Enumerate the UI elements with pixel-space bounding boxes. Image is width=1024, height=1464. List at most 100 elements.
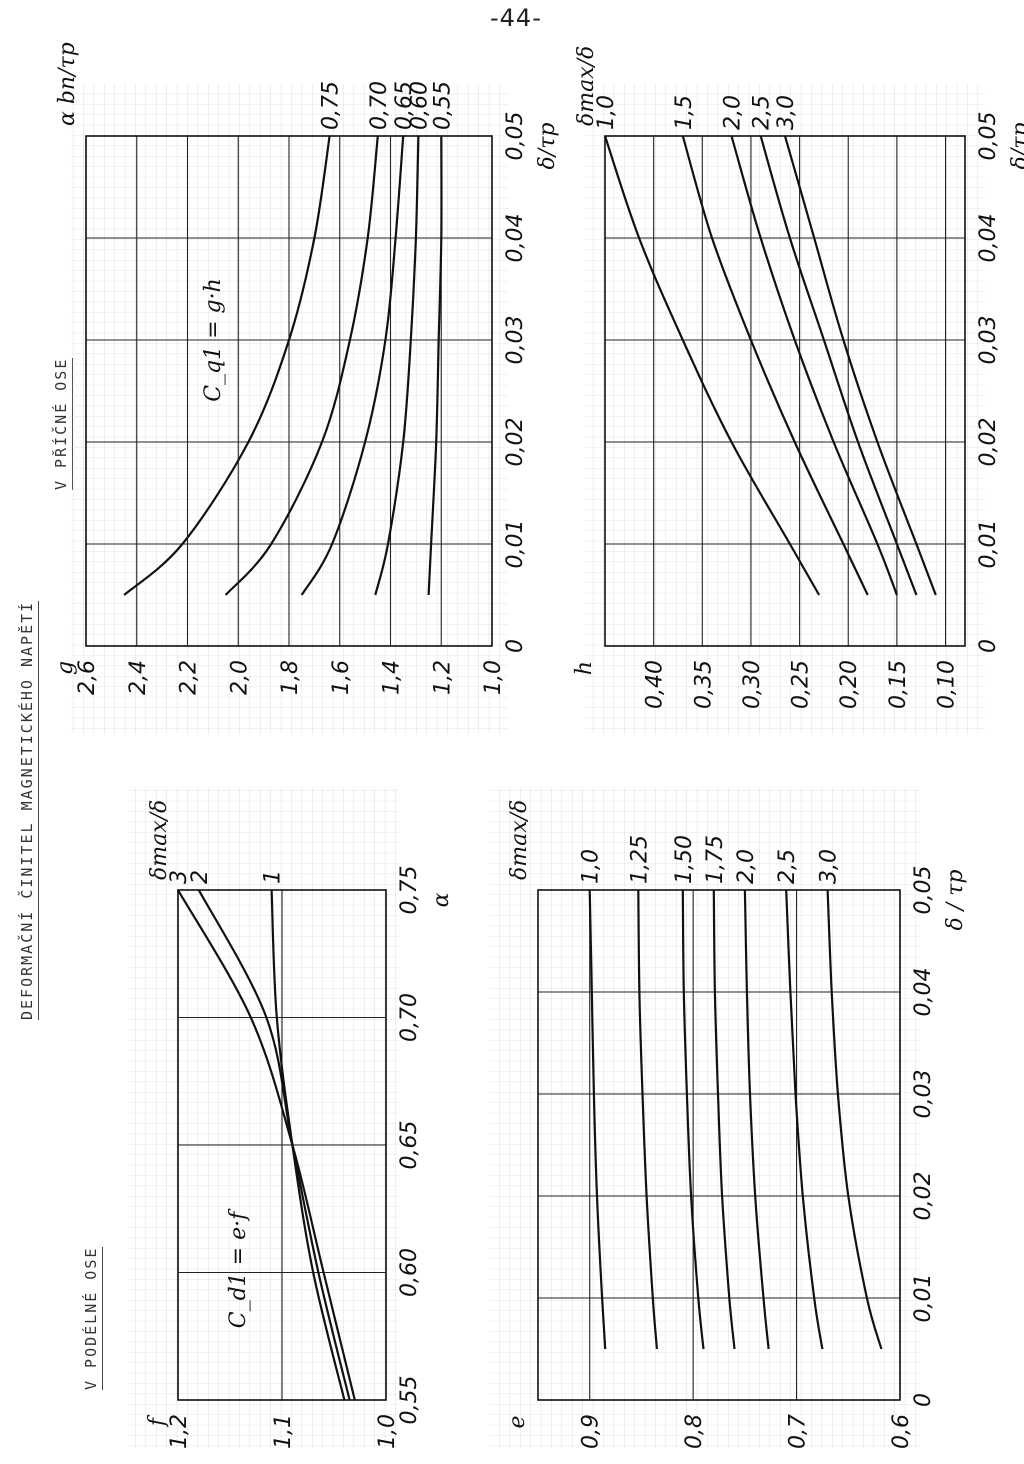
h-vs-delta-x-tick-label: 0 [976, 639, 1001, 653]
h-vs-delta-series-name-1: 1,5 [672, 95, 697, 130]
h-vs-delta-x-tick-label: 0,04 [976, 214, 1001, 263]
g-vs-delta-series-line-1 [224, 135, 379, 596]
h-vs-delta-series-line-2 [730, 135, 898, 596]
h-vs-delta-y-axis-label: h [572, 661, 597, 675]
e-vs-delta-y-axis-label: e [505, 1415, 530, 1428]
g-vs-delta-y-tick-label: 1,6 [329, 660, 354, 695]
g-vs-delta-series-label: α bn/τp [55, 42, 80, 126]
h-vs-delta-y-tick-label: 0,15 [886, 660, 911, 709]
h-vs-delta-series-label: δmax/δ [574, 46, 599, 126]
e-vs-delta-y-tick-label: 0,8 [682, 1414, 707, 1449]
e-vs-delta-graph-paper [490, 788, 920, 1448]
g-vs-delta-y-tick-label: 2,2 [177, 660, 202, 695]
e-vs-delta-x-tick-label: 0,04 [911, 968, 936, 1017]
e-vs-delta-x-tick-label: 0,02 [911, 1172, 936, 1221]
h-vs-delta-series-name-0: 1,0 [594, 95, 619, 130]
g-vs-delta-x-tick-label: 0 [503, 639, 528, 653]
g-vs-delta-x-tick-label: 0,02 [503, 418, 528, 467]
e-vs-delta-series-name-4: 2,0 [734, 849, 759, 884]
g-vs-delta-frame [85, 135, 493, 647]
g-vs-delta-y-tick-label: 1,0 [481, 660, 506, 695]
f-vs-alpha-series-name-0: 1 [261, 870, 286, 884]
f-vs-alpha-y-tick-label: 1,0 [375, 1414, 400, 1449]
h-vs-delta-graph-paper [585, 84, 985, 734]
e-vs-delta-series-line-2 [681, 889, 705, 1350]
f-vs-alpha-x-tick-label: 0,65 [397, 1121, 422, 1170]
g-vs-delta-series-name-0: 0,75 [319, 81, 344, 130]
h-vs-delta-x-tick-label: 0,03 [976, 316, 1001, 365]
h-vs-delta-y-tick-label: 0,35 [691, 660, 716, 709]
g-vs-delta-chart: 0 0,01 0,02 0,03 0,04 0,05 1,0 1,2 1,4 1,6 1,8 2,0 2… [53, 42, 560, 734]
f-vs-alpha-x-axis-label: α [429, 892, 454, 907]
e-vs-delta-frame [537, 889, 901, 1401]
f-vs-alpha-x-tick-label: 0,70 [397, 993, 422, 1042]
e-vs-delta-x-tick-label: 0 [911, 1393, 936, 1407]
h-vs-delta-series-name-4: 3,0 [774, 95, 799, 130]
e-vs-delta-chart: 0 0,01 0,02 0,03 0,04 0,05 0,6 0,7 0,8 0,9 δ / τp e… [490, 788, 968, 1449]
g-vs-delta-formula: C_q1 = g·h [201, 278, 226, 402]
h-vs-delta-y-tick-label: 0,40 [643, 660, 668, 709]
g-vs-delta-series-line-3 [374, 135, 420, 596]
h-vs-delta-series-line-0 [603, 135, 821, 596]
h-vs-delta-x-axis-label: δ/τp [1008, 123, 1024, 170]
g-vs-delta-series-line-4 [427, 135, 443, 596]
e-vs-delta-series-name-5: 2,5 [775, 849, 800, 884]
e-vs-delta-series-line-4 [743, 889, 770, 1350]
f-vs-alpha-x-tick-label: 0,55 [397, 1376, 422, 1425]
g-vs-delta-x-tick-label: 0,01 [503, 520, 528, 569]
e-vs-delta-series-line-6 [826, 889, 883, 1350]
e-vs-delta-series-name-1: 1,25 [627, 835, 652, 884]
f-vs-alpha-x-tick-label: 0,75 [397, 866, 422, 915]
f-vs-alpha-series-name-1: 2 [188, 870, 213, 884]
f-vs-alpha-y-tick-label: 1,1 [271, 1414, 296, 1449]
f-vs-alpha-x-tick-label: 0,60 [397, 1248, 422, 1297]
e-vs-delta-series-name-0: 1,0 [579, 849, 604, 884]
f-vs-alpha-graph-paper [128, 788, 398, 1448]
f-vs-alpha-formula: C_d1 = e·f [226, 1208, 251, 1328]
g-vs-delta-y-tick-label: 1,8 [278, 660, 303, 695]
h-vs-delta-chart: 0 0,01 0,02 0,03 0,04 0,05 0,10 0,15 0,20 0,25 0,3… [572, 46, 1024, 734]
f-vs-alpha-y-tick-label: 1,2 [167, 1414, 192, 1449]
f-vs-alpha-chart: 0,550,600,650,700,751,01,11,2αfδmax/δC_d… [128, 788, 454, 1449]
f-vs-alpha-frame [177, 889, 387, 1401]
e-vs-delta-x-tick-label: 0,03 [911, 1070, 936, 1119]
h-vs-delta-series-line-3 [759, 135, 918, 596]
g-vs-delta-x-tick-label: 0,05 [503, 112, 528, 161]
g-vs-delta-series-line-2 [300, 135, 405, 596]
g-vs-delta-y-tick-label: 1,4 [380, 660, 405, 695]
f-vs-alpha-series-label: δmax/δ [147, 800, 172, 880]
e-vs-delta-series-line-5 [785, 889, 824, 1350]
h-vs-delta-y-tick-label: 0,10 [935, 660, 960, 709]
h-vs-delta-series-name-3: 2,5 [750, 95, 775, 130]
g-vs-delta-series-name-3: 0,60 [407, 81, 432, 130]
e-vs-delta-x-tick-label: 0,05 [911, 866, 936, 915]
h-vs-delta-series-line-4 [783, 135, 937, 596]
page-number: -44- [490, 4, 542, 32]
g-vs-delta-series-line-0 [123, 135, 331, 596]
g-vs-delta-y-axis-label: g [53, 661, 78, 675]
g-vs-delta-series-name-4: 0,55 [430, 81, 455, 130]
g-vs-delta-x-axis-label: δ/τp [535, 123, 560, 170]
e-vs-delta-series-name-2: 1,50 [672, 835, 697, 884]
e-vs-delta-series-line-0 [588, 889, 607, 1350]
g-vs-delta-x-tick-label: 0,03 [503, 316, 528, 365]
h-vs-delta-x-tick-label: 0,02 [976, 418, 1001, 467]
g-vs-delta-y-tick-label: 2,6 [75, 660, 100, 695]
h-vs-delta-x-tick-label: 0,05 [976, 112, 1001, 161]
e-vs-delta-series-name-3: 1,75 [703, 835, 728, 884]
h-vs-delta-y-tick-label: 0,30 [740, 660, 765, 709]
e-vs-delta-series-name-6: 3,0 [817, 849, 842, 884]
h-vs-delta-series-name-2: 2,0 [720, 95, 745, 130]
e-vs-delta-series-line-1 [637, 889, 658, 1350]
e-vs-delta-series-label: δmax/δ [507, 800, 532, 880]
g-vs-delta-y-tick-label: 1,2 [430, 660, 455, 695]
f-vs-alpha-series-line-2 [177, 889, 356, 1401]
h-vs-delta-series-line-1 [681, 135, 869, 596]
g-vs-delta-x-tick-label: 0,04 [503, 214, 528, 263]
h-vs-delta-y-tick-label: 0,25 [789, 660, 814, 709]
e-vs-delta-y-tick-label: 0,7 [786, 1414, 811, 1449]
e-vs-delta-x-axis-label: δ / τp [943, 870, 968, 931]
h-vs-delta-y-tick-label: 0,20 [837, 660, 862, 709]
e-vs-delta-series-line-3 [712, 889, 736, 1350]
